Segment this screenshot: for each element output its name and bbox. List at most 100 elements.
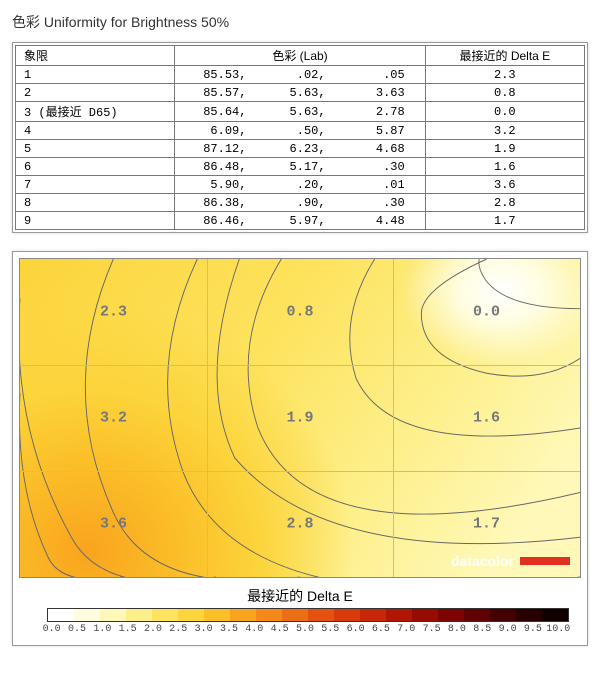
uniformity-table: 象限 色彩 (Lab) 最接近的 Delta E 185.53,.02,.052… [15,45,585,230]
table-row: 185.53,.02,.052.3 [16,66,585,84]
cell-deltae: 3.2 [425,122,584,140]
cell-deltae: 2.8 [425,194,584,212]
watermark: datacolor [451,553,570,569]
scale-tick: 8.5 [470,624,495,635]
cell-lab: 87.12,6.23,4.68 [175,140,425,158]
scale-swatch [464,609,490,621]
scale-swatch [126,609,152,621]
scale-tick: 6.0 [343,624,368,635]
table-row: 75.90,.20,.013.6 [16,176,585,194]
cell-deltae: 1.7 [425,212,584,230]
scale-swatch [282,609,308,621]
cell-value: 0.0 [473,304,500,321]
scale-ticks: 0.00.51.01.52.02.53.03.54.04.55.05.56.06… [39,624,571,635]
table-row: 46.09,.50,5.873.2 [16,122,585,140]
heatmap: 2.30.80.03.21.91.63.62.81.7 datacolor [19,258,581,578]
watermark-text: datacolor [451,553,514,569]
table-row: 587.12,6.23,4.681.9 [16,140,585,158]
scale-swatch [204,609,230,621]
scale-tick: 0.0 [39,624,64,635]
scale-swatch [48,609,74,621]
cell-quadrant: 1 [16,66,175,84]
grid-line [20,471,580,472]
scale-swatch [178,609,204,621]
scale-swatch [412,609,438,621]
scale-tick: 5.0 [292,624,317,635]
cell-lab: 85.64,5.63,2.78 [175,102,425,122]
chart-panel: 2.30.80.03.21.91.63.62.81.7 datacolor 最接… [12,251,588,646]
scale-tick: 0.5 [64,624,89,635]
scale-swatch [230,609,256,621]
scale-swatch [386,609,412,621]
scale-tick: 10.0 [546,624,571,635]
table-row: 285.57,5.63,3.630.8 [16,84,585,102]
cell-quadrant: 4 [16,122,175,140]
cell-quadrant: 6 [16,158,175,176]
scale-tick: 9.5 [520,624,545,635]
grid-line [393,259,394,577]
uniformity-table-wrap: 象限 色彩 (Lab) 最接近的 Delta E 185.53,.02,.052… [12,42,588,233]
cell-value: 2.8 [286,515,313,532]
th-deltae: 最接近的 Delta E [425,46,584,66]
scale-swatch [74,609,100,621]
scale-swatch [334,609,360,621]
scale-tick: 6.5 [368,624,393,635]
scale-tick: 2.5 [166,624,191,635]
cell-lab: 6.09,.50,5.87 [175,122,425,140]
scale-tick: 3.5 [216,624,241,635]
cell-quadrant: 3 (最接近 D65) [16,102,175,122]
th-quadrant: 象限 [16,46,175,66]
cell-lab: 86.38,.90,.30 [175,194,425,212]
cell-quadrant: 7 [16,176,175,194]
cell-lab: 86.48,5.17,.30 [175,158,425,176]
cell-quadrant: 2 [16,84,175,102]
cell-value: 1.6 [473,410,500,427]
cell-deltae: 0.0 [425,102,584,122]
cell-lab: 85.57,5.63,3.63 [175,84,425,102]
cell-value: 0.8 [286,304,313,321]
scale-swatch [308,609,334,621]
scale-tick: 4.0 [242,624,267,635]
table-row: 986.46,5.97,4.481.7 [16,212,585,230]
cell-lab: 5.90,.20,.01 [175,176,425,194]
scale-tick: 7.5 [419,624,444,635]
scale-tick: 9.0 [495,624,520,635]
cell-lab: 86.46,5.97,4.48 [175,212,425,230]
grid-line [207,259,208,577]
table-row: 686.48,5.17,.301.6 [16,158,585,176]
cell-deltae: 1.6 [425,158,584,176]
scale-swatch [256,609,282,621]
scale-tick: 1.5 [115,624,140,635]
scale-tick: 3.0 [191,624,216,635]
cell-deltae: 3.6 [425,176,584,194]
table-row: 3 (最接近 D65)85.64,5.63,2.780.0 [16,102,585,122]
scale-tick: 8.0 [444,624,469,635]
scale-swatch [152,609,178,621]
cell-value: 3.6 [100,515,127,532]
cell-value: 1.7 [473,515,500,532]
grid-line [20,365,580,366]
th-lab: 色彩 (Lab) [175,46,425,66]
cell-value: 1.9 [286,410,313,427]
cell-deltae: 0.8 [425,84,584,102]
scale-swatch [516,609,542,621]
scale-swatch [100,609,126,621]
scale-tick: 2.0 [140,624,165,635]
cell-quadrant: 9 [16,212,175,230]
scale-title: 最接近的 Delta E [19,586,581,606]
scale-swatch [490,609,516,621]
scale-tick: 7.0 [394,624,419,635]
watermark-bar [520,557,570,565]
cell-deltae: 2.3 [425,66,584,84]
table-row: 886.38,.90,.302.8 [16,194,585,212]
cell-value: 2.3 [100,304,127,321]
scale-tick: 1.0 [90,624,115,635]
cell-deltae: 1.9 [425,140,584,158]
color-scale: 0.00.51.01.52.02.53.03.54.04.55.05.56.06… [19,608,581,639]
scale-bar [47,608,569,622]
cell-quadrant: 8 [16,194,175,212]
cell-lab: 85.53,.02,.05 [175,66,425,84]
cell-quadrant: 5 [16,140,175,158]
scale-swatch [360,609,386,621]
scale-tick: 5.5 [318,624,343,635]
